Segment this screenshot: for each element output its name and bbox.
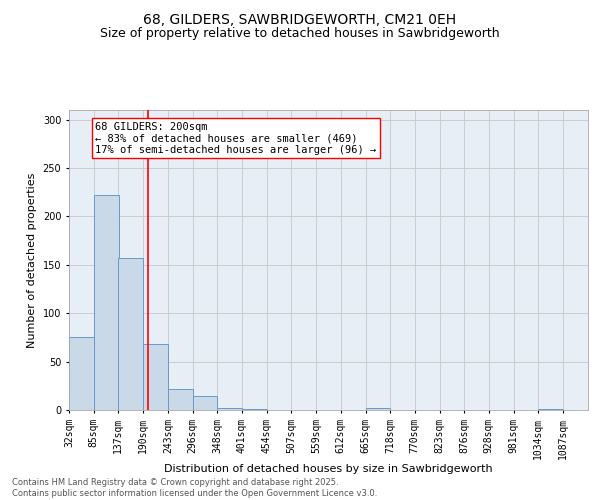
Y-axis label: Number of detached properties: Number of detached properties [27, 172, 37, 348]
Bar [242, 409, 266, 410]
Bar [168, 388, 193, 410]
Text: Contains HM Land Registry data © Crown copyright and database right 2025.
Contai: Contains HM Land Registry data © Crown c… [12, 478, 377, 498]
Text: 68, GILDERS, SAWBRIDGEWORTH, CM21 0EH: 68, GILDERS, SAWBRIDGEWORTH, CM21 0EH [143, 12, 457, 26]
Bar [143, 344, 168, 410]
Bar [118, 258, 143, 410]
Bar [94, 195, 119, 410]
Text: Size of property relative to detached houses in Sawbridgeworth: Size of property relative to detached ho… [100, 28, 500, 40]
Bar [538, 409, 563, 410]
Bar [193, 396, 217, 410]
Bar [217, 408, 242, 410]
Bar [69, 338, 94, 410]
Bar [365, 408, 391, 410]
X-axis label: Distribution of detached houses by size in Sawbridgeworth: Distribution of detached houses by size … [164, 464, 493, 474]
Text: 68 GILDERS: 200sqm
← 83% of detached houses are smaller (469)
17% of semi-detach: 68 GILDERS: 200sqm ← 83% of detached hou… [95, 122, 376, 155]
